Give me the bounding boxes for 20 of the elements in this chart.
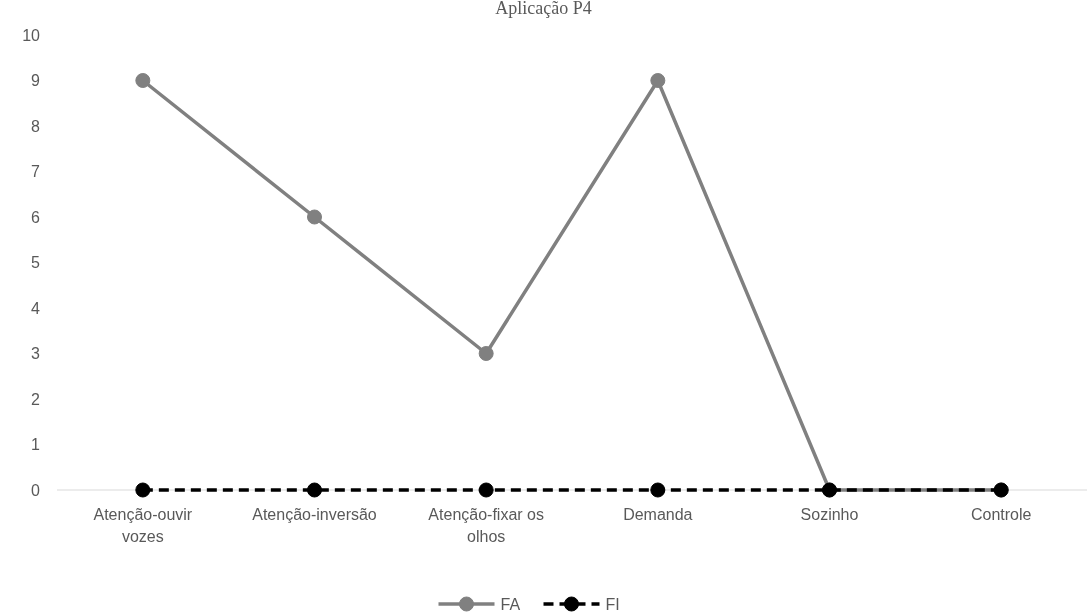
x-tick-label: Sozinho xyxy=(800,506,859,523)
y-tick-label: 6 xyxy=(31,208,41,226)
legend-label: FI xyxy=(605,595,620,613)
x-tick-label: Atenção-ouvir vozes xyxy=(93,506,193,545)
y-tick-label: 2 xyxy=(31,390,41,408)
x-tick-label: Atenção-fixar os olhos xyxy=(428,506,544,545)
y-tick-label: 8 xyxy=(31,117,41,135)
legend-label: FA xyxy=(500,595,521,613)
y-tick-label: 0 xyxy=(31,481,41,499)
y-tick-label: 10 xyxy=(22,26,41,44)
chart-title: Aplicação P4 xyxy=(495,0,592,18)
y-tick-label: 3 xyxy=(31,345,41,363)
y-tick-label: 1 xyxy=(31,436,41,454)
x-tick-label: Controle xyxy=(970,506,1032,523)
x-tick-label: Atenção-inversão xyxy=(252,506,377,523)
y-tick-label: 9 xyxy=(31,72,41,90)
x-tick-label: Demanda xyxy=(623,506,693,523)
y-tick-label: 7 xyxy=(31,163,41,181)
y-tick-label: 5 xyxy=(31,254,41,272)
y-tick-label: 4 xyxy=(31,299,41,317)
